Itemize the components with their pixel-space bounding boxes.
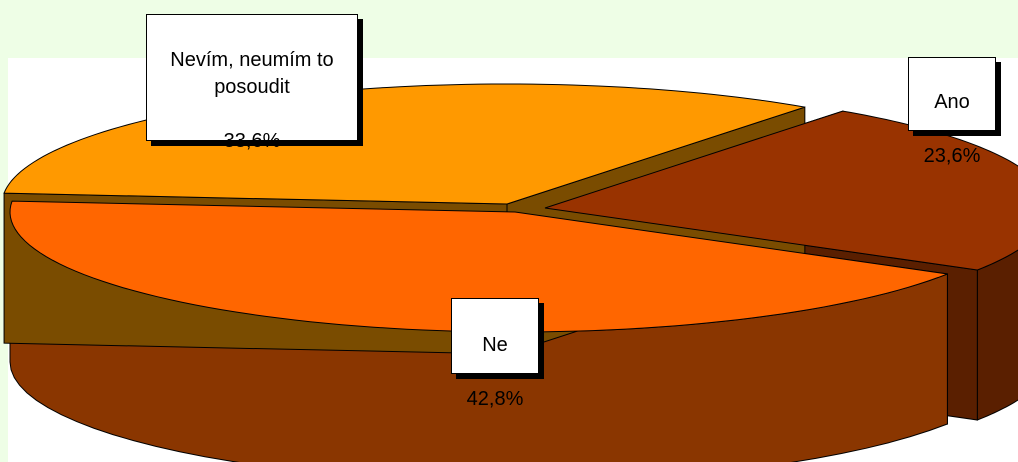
pie-side-ano [976,249,1018,421]
label-percent: 42,8% [466,388,524,410]
label-percent: 23,6% [923,145,981,167]
label-category: Ano [934,91,970,113]
pie-slice-ne [9,200,948,333]
data-label-ne: Ne 42,8% [451,298,539,410]
data-label-ano: Ano 23,6% [908,57,996,167]
label-category: Nevím, neumím to posoudit [170,49,334,98]
data-label-nevim: Nevím, neumím to posoudit 33,6% [146,14,358,152]
label-percent: 33,6% [223,130,281,152]
label-category: Ne [482,334,508,356]
